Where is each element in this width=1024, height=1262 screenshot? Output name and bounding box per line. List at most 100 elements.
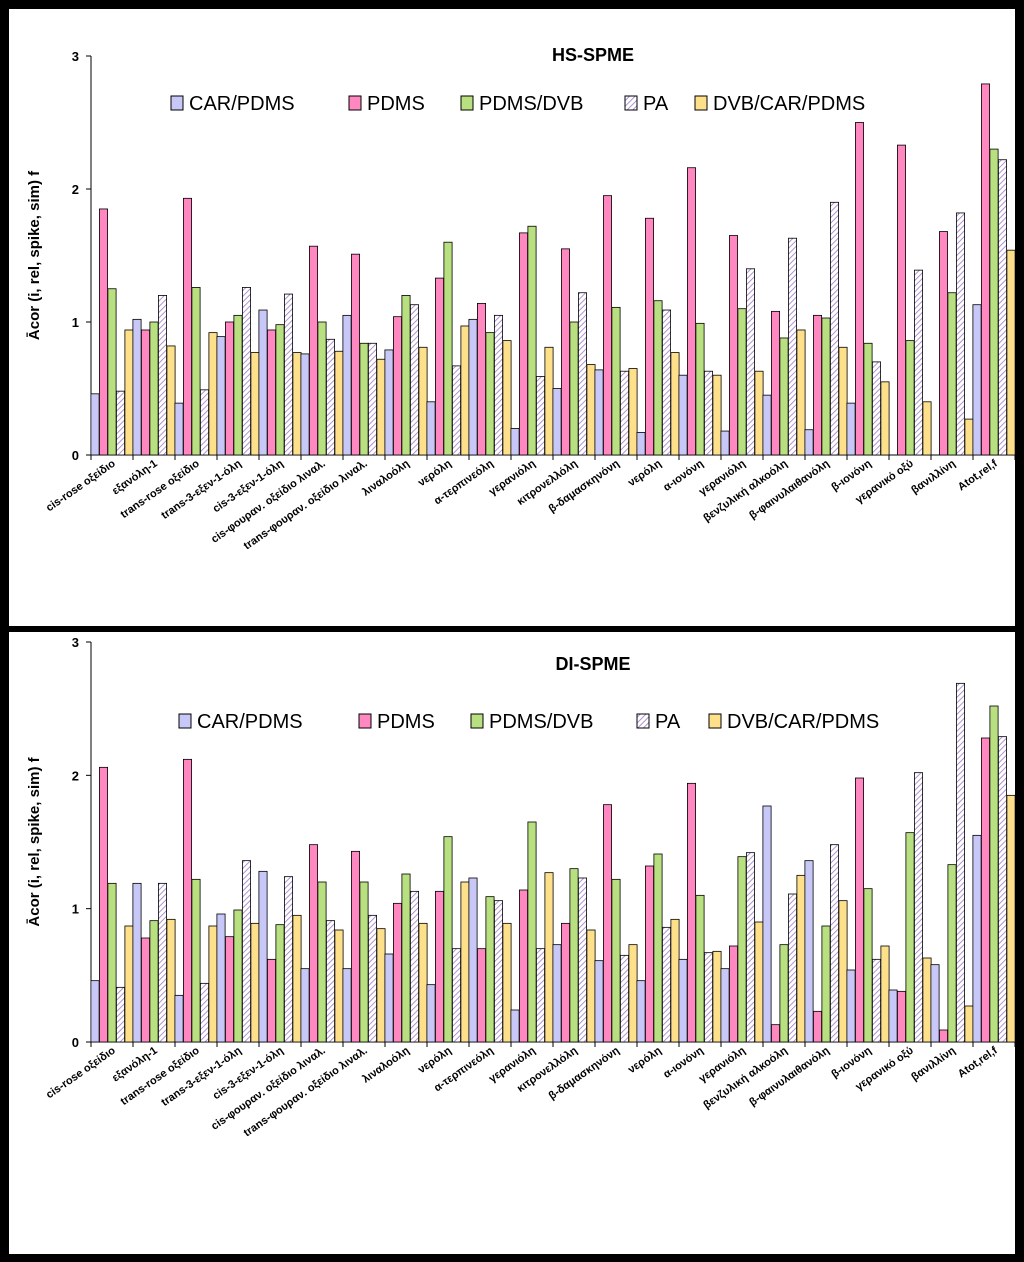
bar-pdms-6 [350,253,360,456]
chart-title: HS-SPME [552,45,634,65]
bar-pdms-dvb-1 [149,321,159,456]
bar-car-pdms-12 [594,960,604,1043]
x-tick-label: β-δαμασκηνόνη [547,1044,622,1102]
x-tick-label: β-δαμασκηνόνη [547,457,622,515]
legend-swatch-dvb-car-pdms [708,713,722,729]
bar-dvb-car-pdms-10 [544,872,554,1043]
bar-pdms-7 [392,316,402,456]
bar-pa-7 [409,890,419,1043]
bar-pdms-dvb-4 [275,324,285,456]
x-tick-label: νερόλη [416,1044,454,1076]
bar-car-pdms-12 [594,369,604,456]
bar-pdms-12 [603,195,613,456]
bar-car-pdms-4 [258,309,268,456]
bar-pdms-1 [140,329,150,456]
bar-pdms-15 [729,945,739,1043]
legend-label-dvb-car-pdms: DVB/CAR/PDMS [713,93,865,115]
x-tick-label: Atot,rel,f [956,457,1000,493]
bar-dvb-car-pdms-15 [754,370,764,456]
bar-pa-21 [998,159,1008,456]
bar-car-pdms-6 [342,968,352,1043]
bar-pdms-11 [561,922,571,1043]
bar-dvb-car-pdms-4 [292,352,302,456]
bar-dvb-car-pdms-20 [964,1005,974,1043]
bar-pdms-3 [224,321,234,456]
legend-label-pdms: PDMS [377,711,435,733]
bar-car-pdms-18 [846,969,856,1043]
legend-label-car-pdms: CAR/PDMS [189,93,295,115]
legend-swatch-pa [624,95,638,111]
bar-pdms-dvb-13 [653,853,663,1043]
bar-car-pdms-7 [384,953,394,1043]
legend-label-car-pdms: CAR/PDMS [197,711,303,733]
bar-pdms-1 [140,937,150,1043]
bar-car-pdms-0 [90,980,100,1043]
bar-pa-14 [704,952,714,1043]
bar-pdms-16 [771,1024,781,1043]
x-tick-label: Atot,rel,f [956,1044,1000,1080]
x-tick-label: νερόλη [626,1044,664,1076]
bar-pdms-21 [981,83,991,456]
bar-pdms-dvb-9 [485,896,495,1043]
bar-pdms-dvb-15 [737,308,747,456]
bar-pa-11 [578,877,588,1043]
bar-pa-13 [662,309,672,456]
bar-pa-5 [325,338,335,456]
bar-pa-18 [872,361,882,456]
bar-pdms-12 [603,804,613,1043]
bar-pdms-dvb-8 [443,241,453,456]
bar-pdms-dvb-10 [527,821,537,1043]
bar-car-pdms-4 [258,870,268,1043]
bar-pa-1 [157,882,167,1043]
bar-car-pdms-9 [468,877,478,1043]
x-tick-label: trans-3-εξεν-1-όλη [159,1044,244,1108]
bar-pdms-14 [687,167,697,456]
bar-pa-2 [199,389,209,456]
bar-dvb-car-pdms-14 [712,950,722,1043]
bar-dvb-car-pdms-3 [250,922,260,1043]
y-tick-label: 3 [72,49,79,64]
legend-swatch-dvb-car-pdms [694,95,708,111]
bar-pa-17 [830,844,840,1043]
bar-pdms-0 [99,208,109,456]
bar-dvb-car-pdms-5 [334,929,344,1043]
bar-car-pdms-21 [972,834,982,1043]
bar-dvb-car-pdms-9 [502,922,512,1043]
bar-dvb-car-pdms-2 [208,925,218,1043]
chart-title: DI-SPME [555,654,630,674]
y-tick-label: 2 [72,768,79,783]
bar-pa-19 [914,772,924,1043]
bar-dvb-car-pdms-18 [880,381,890,456]
bar-dvb-car-pdms-18 [880,945,890,1043]
bar-dvb-car-pdms-17 [838,346,848,456]
bar-pdms-2 [182,758,192,1043]
bar-pa-9 [493,314,503,456]
y-axis-label: Ācor (i, rel, spike, sim) f [26,170,43,340]
bar-pdms-dvb-0 [107,882,117,1043]
bar-pdms-13 [645,865,655,1043]
bar-car-pdms-3 [216,336,226,456]
y-tick-label: 1 [72,902,79,917]
bar-pdms-10 [518,232,528,456]
y-tick-label: 1 [72,315,79,330]
bar-pdms-dvb-11 [569,868,579,1043]
bar-pdms-20 [939,231,949,456]
chart-di-spme: 0 1 2 3 Ācor (i, rel, spike, sim) f DI-SPME CA… [26,635,1015,1139]
bar-pa-8 [451,948,461,1043]
bar-pa-7 [409,304,419,456]
bar-pa-8 [451,365,461,456]
bar-pa-16 [788,237,798,456]
bar-pa-12 [620,370,630,456]
bar-pdms-15 [729,235,739,456]
bar-pdms-dvb-14 [695,322,705,456]
bar-dvb-car-pdms-1 [166,345,176,456]
bar-pdms-17 [813,314,823,456]
bar-pdms-9 [476,302,486,456]
legend-label-pdms-dvb: PDMS/DVB [479,93,583,115]
bar-pdms-4 [266,329,276,456]
bar-pa-14 [704,370,714,456]
chart-panel-di-spme: 0 1 2 3 Ācor (i, rel, spike, sim) f DI-SPME CA… [9,632,1015,1254]
bar-pdms-8 [434,890,444,1043]
legend-swatch-pdms [348,95,362,111]
bar-dvb-car-pdms-9 [502,340,512,456]
